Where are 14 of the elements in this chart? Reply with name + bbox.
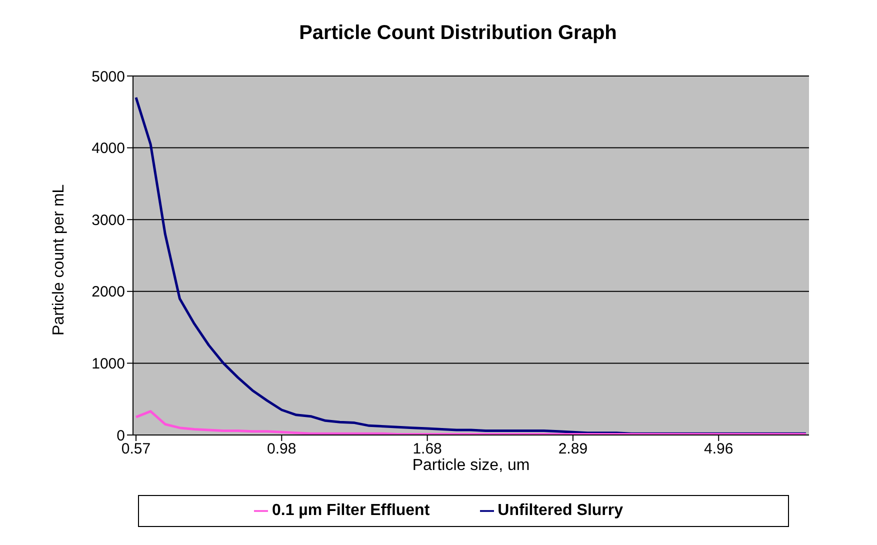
x-axis-title: Particle size, um	[412, 457, 530, 474]
y-tick-label: 4000	[92, 140, 125, 158]
x-tick-label: 0.98	[267, 440, 296, 458]
y-tick-label: 1000	[92, 356, 125, 373]
y-axis-title: Particle count per mL	[50, 184, 68, 336]
legend-label: 0.1 µm Filter Effluent	[272, 502, 430, 519]
y-tick-label: 5000	[92, 68, 125, 86]
x-tick-label: 4.96	[704, 440, 734, 458]
x-tick-label: 2.89	[558, 440, 588, 458]
chart-title: Particle Count Distribution Graph	[298, 22, 618, 45]
y-tick-label: 3000	[92, 212, 125, 229]
y-tick-label: 2000	[92, 284, 125, 301]
x-tick-label: 1.68	[412, 440, 442, 458]
legend-label: Unfiltered Slurry	[498, 502, 624, 519]
